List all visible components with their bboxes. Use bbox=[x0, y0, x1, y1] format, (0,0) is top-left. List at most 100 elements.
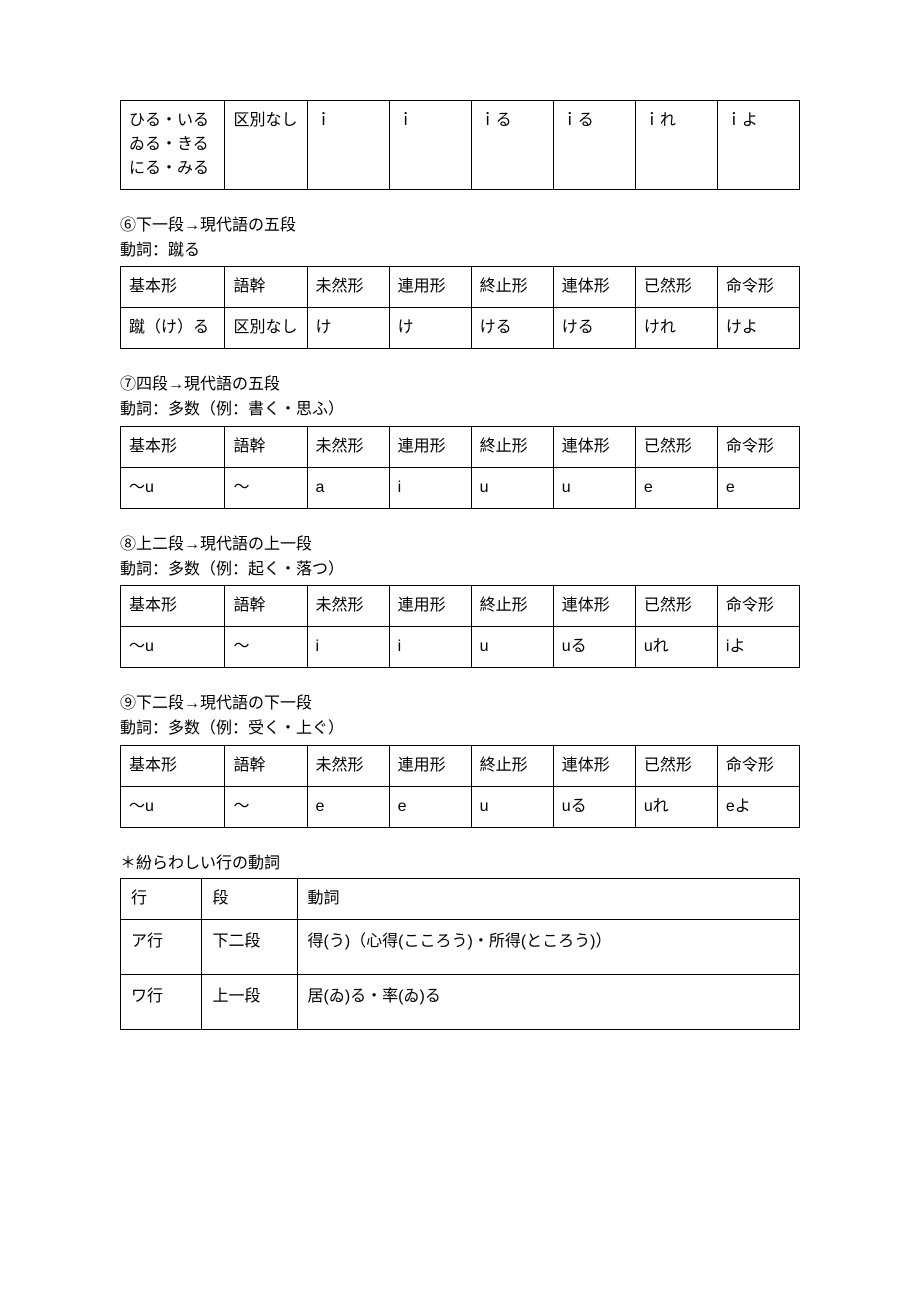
table-row: ア行 下二段 得(う)（心得(こころう)・所得(ところう)） bbox=[121, 919, 800, 974]
section8-subtitle: 動詞：多数（例：起く・落つ） bbox=[120, 559, 800, 581]
col-renyou: 連用形 bbox=[389, 745, 471, 786]
col-izen: 已然形 bbox=[635, 267, 717, 308]
table-row: ワ行 上一段 居(ゐ)る・率(ゐ)る bbox=[121, 974, 800, 1029]
cell-mizen: e bbox=[307, 786, 389, 827]
table-row: 蹴（け）る 区別なし け け ける ける けれ けよ bbox=[121, 308, 800, 349]
col-shushi: 終止形 bbox=[471, 267, 553, 308]
col-mizen: 未然形 bbox=[307, 586, 389, 627]
col-stem: 語幹 bbox=[225, 745, 307, 786]
col-renyou: 連用形 bbox=[389, 426, 471, 467]
cell-stem: 区別なし bbox=[225, 101, 307, 190]
cell-rentai: uる bbox=[553, 786, 635, 827]
cell-renyou: i bbox=[389, 627, 471, 668]
col-shushi: 終止形 bbox=[471, 586, 553, 627]
col-meirei: 命令形 bbox=[717, 426, 799, 467]
cell-shushi: u bbox=[471, 467, 553, 508]
col-meirei: 命令形 bbox=[717, 267, 799, 308]
cell-shushi: ける bbox=[471, 308, 553, 349]
cell-renyou: ｉ bbox=[389, 101, 471, 190]
table-row: ～u ～ a i u u e e bbox=[121, 467, 800, 508]
cell-rentai: u bbox=[553, 467, 635, 508]
table-top-fragment: ひる・いるゐる・きるにる・みる 区別なし ｉ ｉ ｉる ｉる ｉれ ｉよ bbox=[120, 100, 800, 190]
cell-izen: e bbox=[635, 467, 717, 508]
cell-meirei: ｉよ bbox=[717, 101, 799, 190]
section7-subtitle: 動詞：多数（例：書く・思ふ） bbox=[120, 399, 800, 421]
cell-izen: uれ bbox=[635, 786, 717, 827]
col-basic-form: 基本形 bbox=[121, 586, 225, 627]
table-header-row: 行 段 動詞 bbox=[121, 878, 800, 919]
cell-stem: ～ bbox=[225, 786, 307, 827]
cell-shushi: u bbox=[471, 786, 553, 827]
cell-shushi: u bbox=[471, 627, 553, 668]
col-stem: 語幹 bbox=[225, 426, 307, 467]
table-section9: 基本形 語幹 未然形 連用形 終止形 連体形 已然形 命令形 ～u ～ e e … bbox=[120, 745, 800, 828]
cell-rentai: uる bbox=[553, 627, 635, 668]
col-meirei: 命令形 bbox=[717, 586, 799, 627]
col-mizen: 未然形 bbox=[307, 745, 389, 786]
table-row: ひる・いるゐる・きるにる・みる 区別なし ｉ ｉ ｉる ｉる ｉれ ｉよ bbox=[121, 101, 800, 190]
cell-basic-form: ～u bbox=[121, 786, 225, 827]
col-izen: 已然形 bbox=[635, 745, 717, 786]
table-row: ～u ～ e e u uる uれ eよ bbox=[121, 786, 800, 827]
col-stem: 語幹 bbox=[225, 586, 307, 627]
table-confusing: 行 段 動詞 ア行 下二段 得(う)（心得(こころう)・所得(ところう)） ワ行… bbox=[120, 878, 800, 1030]
col-dan: 段 bbox=[202, 878, 297, 919]
table-header-row: 基本形 語幹 未然形 連用形 終止形 連体形 已然形 命令形 bbox=[121, 426, 800, 467]
col-meirei: 命令形 bbox=[717, 745, 799, 786]
cell-doushi: 居(ゐ)る・率(ゐ)る bbox=[297, 974, 799, 1029]
table-row: ～u ～ i i u uる uれ iよ bbox=[121, 627, 800, 668]
col-gyou: 行 bbox=[121, 878, 202, 919]
cell-shushi: ｉる bbox=[471, 101, 553, 190]
cell-meirei: e bbox=[717, 467, 799, 508]
col-basic-form: 基本形 bbox=[121, 745, 225, 786]
document-page: ひる・いるゐる・きるにる・みる 区別なし ｉ ｉ ｉる ｉる ｉれ ｉよ ⑥下一… bbox=[0, 0, 920, 1110]
col-basic-form: 基本形 bbox=[121, 267, 225, 308]
col-rentai: 連体形 bbox=[553, 586, 635, 627]
cell-meirei: けよ bbox=[717, 308, 799, 349]
col-renyou: 連用形 bbox=[389, 267, 471, 308]
col-mizen: 未然形 bbox=[307, 267, 389, 308]
cell-dan: 下二段 bbox=[202, 919, 297, 974]
col-shushi: 終止形 bbox=[471, 745, 553, 786]
section6-subtitle: 動詞：蹴る bbox=[120, 240, 800, 262]
cell-doushi: 得(う)（心得(こころう)・所得(ところう)） bbox=[297, 919, 799, 974]
cell-izen: ｉれ bbox=[635, 101, 717, 190]
cell-basic-form: ひる・いるゐる・きるにる・みる bbox=[121, 101, 225, 190]
col-rentai: 連体形 bbox=[553, 267, 635, 308]
cell-rentai: ｉる bbox=[553, 101, 635, 190]
cell-mizen: i bbox=[307, 627, 389, 668]
cell-basic-form: ～u bbox=[121, 467, 225, 508]
section9-title: ⑨下二段→現代語の下一段 bbox=[120, 692, 800, 716]
col-izen: 已然形 bbox=[635, 586, 717, 627]
cell-stem: ～ bbox=[225, 627, 307, 668]
section9-subtitle: 動詞：多数（例：受く・上ぐ） bbox=[120, 718, 800, 740]
cell-stem: ～ bbox=[225, 467, 307, 508]
cell-basic-form: ～u bbox=[121, 627, 225, 668]
cell-dan: 上一段 bbox=[202, 974, 297, 1029]
cell-gyou: ワ行 bbox=[121, 974, 202, 1029]
cell-izen: uれ bbox=[635, 627, 717, 668]
cell-gyou: ア行 bbox=[121, 919, 202, 974]
col-izen: 已然形 bbox=[635, 426, 717, 467]
col-shushi: 終止形 bbox=[471, 426, 553, 467]
col-renyou: 連用形 bbox=[389, 586, 471, 627]
cell-mizen: ｉ bbox=[307, 101, 389, 190]
col-rentai: 連体形 bbox=[553, 745, 635, 786]
table-header-row: 基本形 語幹 未然形 連用形 終止形 連体形 已然形 命令形 bbox=[121, 586, 800, 627]
col-mizen: 未然形 bbox=[307, 426, 389, 467]
cell-renyou: e bbox=[389, 786, 471, 827]
col-doushi: 動詞 bbox=[297, 878, 799, 919]
section-confusing-title: ＊紛らわしい行の動詞 bbox=[120, 852, 800, 876]
section8-title: ⑧上二段→現代語の上一段 bbox=[120, 533, 800, 557]
cell-mizen: け bbox=[307, 308, 389, 349]
section7-title: ⑦四段→現代語の五段 bbox=[120, 373, 800, 397]
cell-meirei: eよ bbox=[717, 786, 799, 827]
cell-basic-form: 蹴（け）る bbox=[121, 308, 225, 349]
cell-izen: けれ bbox=[635, 308, 717, 349]
col-rentai: 連体形 bbox=[553, 426, 635, 467]
section6-title: ⑥下一段→現代語の五段 bbox=[120, 214, 800, 238]
table-section7: 基本形 語幹 未然形 連用形 終止形 連体形 已然形 命令形 ～u ～ a i … bbox=[120, 426, 800, 509]
cell-mizen: a bbox=[307, 467, 389, 508]
table-header-row: 基本形 語幹 未然形 連用形 終止形 連体形 已然形 命令形 bbox=[121, 267, 800, 308]
table-header-row: 基本形 語幹 未然形 連用形 終止形 連体形 已然形 命令形 bbox=[121, 745, 800, 786]
